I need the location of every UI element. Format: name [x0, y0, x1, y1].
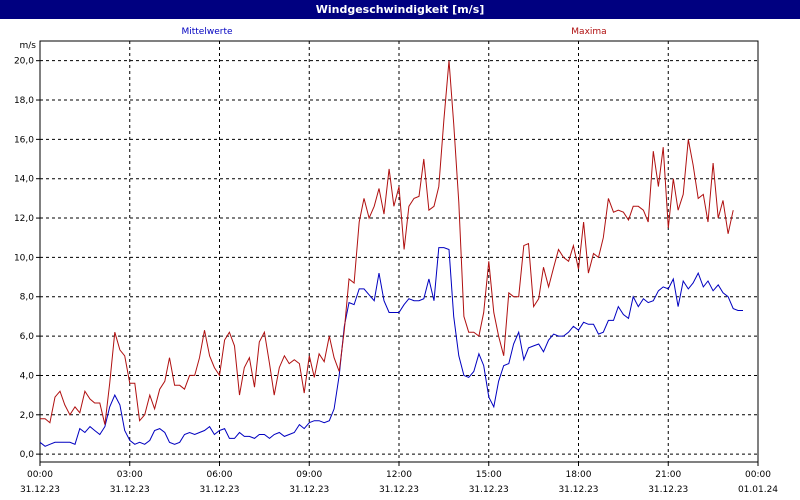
x-tick-date: 31.12.23 [289, 485, 329, 495]
legend-maxima: Maxima [571, 27, 606, 37]
x-tick-date: 01.01.24 [738, 485, 778, 495]
x-tick-date: 31.12.23 [558, 485, 598, 495]
x-tick-time: 15:00 [476, 470, 502, 480]
x-tick-date: 31.12.23 [20, 485, 60, 495]
legend-mittelwerte: Mittelwerte [181, 27, 232, 37]
legend: Mittelwerte Maxima [181, 27, 606, 37]
x-tick-time: 03:00 [117, 470, 143, 480]
y-tick-label: 18,0 [14, 96, 34, 106]
x-tick-time: 21:00 [655, 470, 681, 480]
chart-title: Windgeschwindigkeit [m/s] [0, 0, 800, 19]
y-axis-unit: m/s [20, 41, 37, 51]
y-tick-label: 2,0 [20, 411, 35, 421]
y-tick-label: 6,0 [20, 332, 35, 342]
x-tick-time: 18:00 [566, 470, 592, 480]
x-tick-date: 31.12.23 [648, 485, 688, 495]
series-lines [39, 60, 743, 447]
y-tick-label: 12,0 [14, 214, 34, 224]
series-line-maxima [40, 60, 734, 425]
x-tick-time: 00:00 [745, 470, 771, 480]
x-tick-date: 31.12.23 [379, 485, 419, 495]
x-tick-date: 31.12.23 [110, 485, 150, 495]
x-tick-labels: 00:00 31.12.23 03:00 31.12.23 06:00 31.12.23 0… [20, 470, 778, 495]
y-tick-label: 14,0 [14, 175, 34, 185]
y-tick-label: 8,0 [20, 293, 35, 303]
plot-frame [39, 40, 759, 463]
x-tick-time: 06:00 [207, 470, 233, 480]
x-tick-time: 00:00 [27, 470, 53, 480]
grid [40, 41, 758, 462]
y-tick-label: 4,0 [20, 371, 35, 381]
y-tick-label: 10,0 [14, 253, 34, 263]
x-tick-date: 31.12.23 [199, 485, 239, 495]
y-tick-label: 20,0 [14, 57, 34, 67]
series-line-mittelwerte [39, 247, 743, 447]
x-tick-time: 09:00 [296, 470, 322, 480]
y-tick-labels: 0,0 2,0 4,0 6,0 8,0 10,0 12,0 14,0 16,0 18,0 20,0 m… [14, 41, 36, 460]
x-tick-date: 31.12.23 [469, 485, 509, 495]
y-tick-label: 16,0 [14, 135, 34, 145]
axes [36, 40, 759, 466]
y-tick-label: 0,0 [20, 450, 35, 460]
x-tick-time: 12:00 [386, 470, 412, 480]
